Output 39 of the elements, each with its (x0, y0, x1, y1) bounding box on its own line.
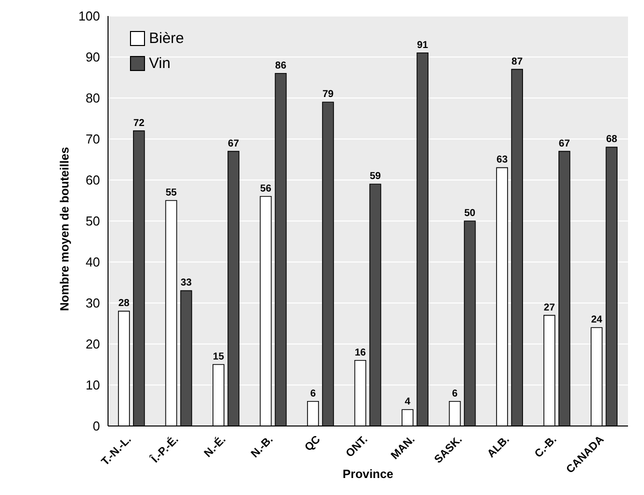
y-tick-label: 0 (92, 418, 100, 434)
data-label: 28 (118, 298, 130, 310)
y-tick-label: 30 (86, 296, 100, 311)
x-tick-label: C.-B. (532, 434, 560, 460)
y-tick-label: 90 (86, 50, 100, 65)
legend-label: Bière (149, 30, 184, 47)
data-label: 91 (416, 40, 429, 51)
data-label: 67 (228, 138, 240, 150)
data-label: 79 (322, 89, 334, 100)
data-label: 86 (275, 60, 287, 72)
data-label: 6 (452, 388, 458, 400)
data-label: 6 (310, 388, 316, 400)
data-label: 15 (212, 352, 224, 362)
y-tick-label: 100 (78, 8, 100, 24)
y-tick-label: 10 (86, 378, 100, 393)
y-tick-label: 50 (86, 214, 100, 229)
data-label: 67 (558, 138, 570, 150)
y-tick-label: 20 (86, 336, 100, 352)
data-label: 27 (544, 302, 556, 314)
data-label: 72 (133, 118, 145, 129)
x-tick-label: QC (302, 434, 323, 454)
data-label: 50 (464, 208, 476, 219)
y-axis-title: Nombre moyen de bouteilles (57, 146, 72, 311)
y-tick-label: 70 (86, 132, 100, 147)
data-label: 68 (606, 134, 618, 146)
data-label: 87 (512, 56, 524, 68)
data-label: 59 (370, 171, 382, 182)
x-axis-title: Province (342, 467, 394, 481)
data-label: 33 (180, 278, 192, 289)
data-label: 56 (260, 183, 272, 194)
y-tick-label: 40 (86, 254, 100, 270)
data-label: 24 (591, 314, 603, 326)
data-label: 4 (404, 396, 411, 408)
y-tick-label: 80 (86, 90, 100, 106)
data-label: 63 (496, 154, 508, 166)
legend-label: Vin (149, 55, 170, 72)
data-label: 55 (166, 188, 178, 198)
y-tick-label: 60 (86, 172, 100, 188)
data-label: 16 (354, 347, 366, 358)
